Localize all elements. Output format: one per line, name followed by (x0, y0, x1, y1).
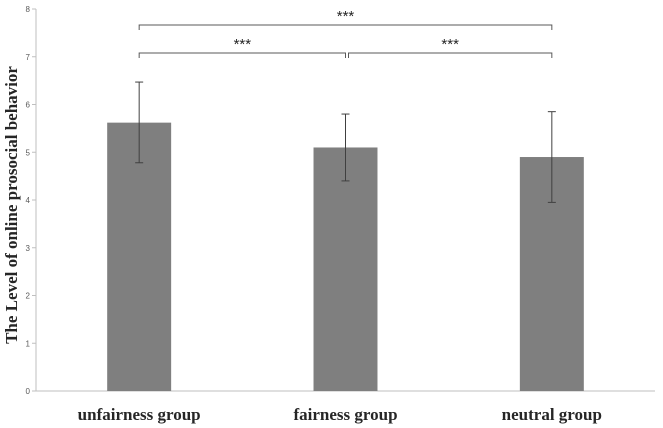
significance-label: *** (234, 36, 252, 53)
y-axis-label: The Level of online prosocial behavior (2, 66, 21, 344)
y-tick-label: 2 (26, 292, 31, 301)
y-tick-label: 8 (26, 5, 31, 14)
x-tick-label: fairness group (293, 405, 397, 424)
bar (107, 122, 172, 392)
y-tick-label: 1 (26, 339, 31, 348)
bars (107, 122, 584, 392)
y-tick-label: 0 (26, 387, 31, 396)
y-tick-label: 4 (26, 196, 31, 205)
y-tick-label: 6 (26, 101, 31, 110)
y-tick-label: 5 (26, 148, 31, 157)
significance-bracket (138, 52, 346, 58)
significance-bracket (348, 52, 553, 58)
x-tick-labels: unfairness group fairness group neutral gr… (78, 405, 602, 424)
y-tick-label: 7 (26, 53, 31, 62)
significance-label: *** (441, 36, 459, 53)
significance-label: *** (337, 8, 355, 25)
significance-bracket (138, 24, 553, 30)
y-tick-label: 3 (26, 244, 31, 253)
bar (313, 147, 378, 391)
y-ticks: 0 1 2 3 4 5 6 7 8 (26, 5, 36, 396)
x-tick-label: unfairness group (78, 405, 201, 424)
significance-brackets: *** *** *** (138, 8, 553, 58)
error-bars (135, 81, 556, 203)
x-tick-label: neutral group (502, 405, 602, 424)
